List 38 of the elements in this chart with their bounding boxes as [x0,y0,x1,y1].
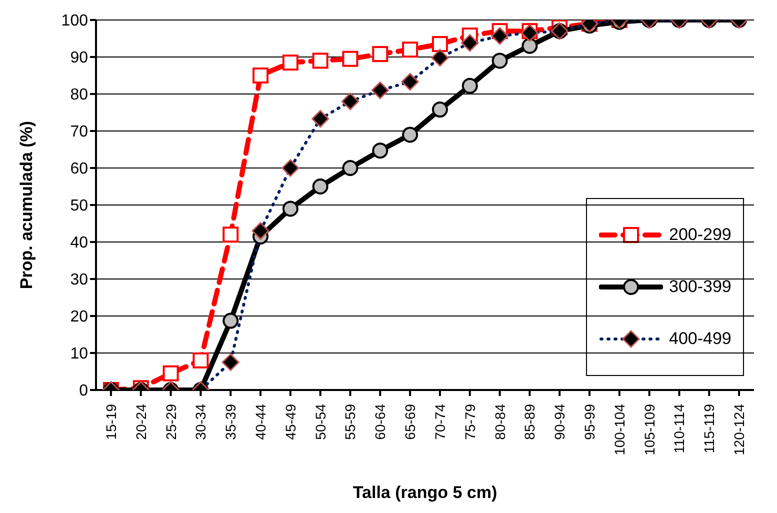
x-tick-label: 95-99 [582,404,598,440]
y-tick-label: 90 [70,50,88,67]
y-tick-label: 50 [70,198,88,215]
y-axis-title: Prop. acumulada (%) [17,120,36,290]
y-tick-label: 60 [70,160,88,178]
x-tick-label: 60-64 [372,404,388,440]
x-tick-label: 25-29 [162,404,179,440]
y-tick-label: 0 [79,382,88,400]
x-tick-label: 90-94 [552,404,568,440]
x-tick-label: 115-119 [701,404,718,454]
x-tick-label: 55-59 [342,404,358,440]
x-tick-label: 50-54 [312,404,328,440]
x-tick-label: 75-79 [462,404,478,440]
y-tick-label: 70 [70,124,88,141]
x-tick-label: 70-74 [432,404,448,440]
legend-label: 200-299 [669,225,732,245]
x-tick-label: 35-39 [222,404,239,440]
x-tick-label: 15-19 [102,404,119,440]
x-tick-label: 85-89 [522,404,538,440]
x-tick-label: 100-104 [611,404,628,456]
x-tick-label: 40-44 [252,404,268,440]
x-tick-label: 45-49 [282,404,298,440]
y-tick-label: 30 [70,272,88,289]
x-tick-label: 65-69 [402,404,418,440]
x-tick-label: 80-84 [492,404,508,440]
legend-label: 400-499 [669,329,732,349]
x-tick-label: 120-124 [731,404,748,456]
legend-label: 300-399 [669,277,732,297]
x-axis-title: Talla (rango 5 cm) [352,483,498,502]
y-tick-label: 100 [61,12,88,30]
y-tick-label: 40 [70,234,88,252]
x-tick-label: 20-24 [132,404,149,440]
y-tick-label: 20 [70,308,88,326]
y-tick-label: 10 [70,346,88,363]
y-tick-label: 80 [70,86,88,104]
x-tick-label: 105-109 [641,404,658,456]
x-tick-label: 30-34 [192,404,209,440]
x-tick-label: 110-114 [671,404,688,454]
